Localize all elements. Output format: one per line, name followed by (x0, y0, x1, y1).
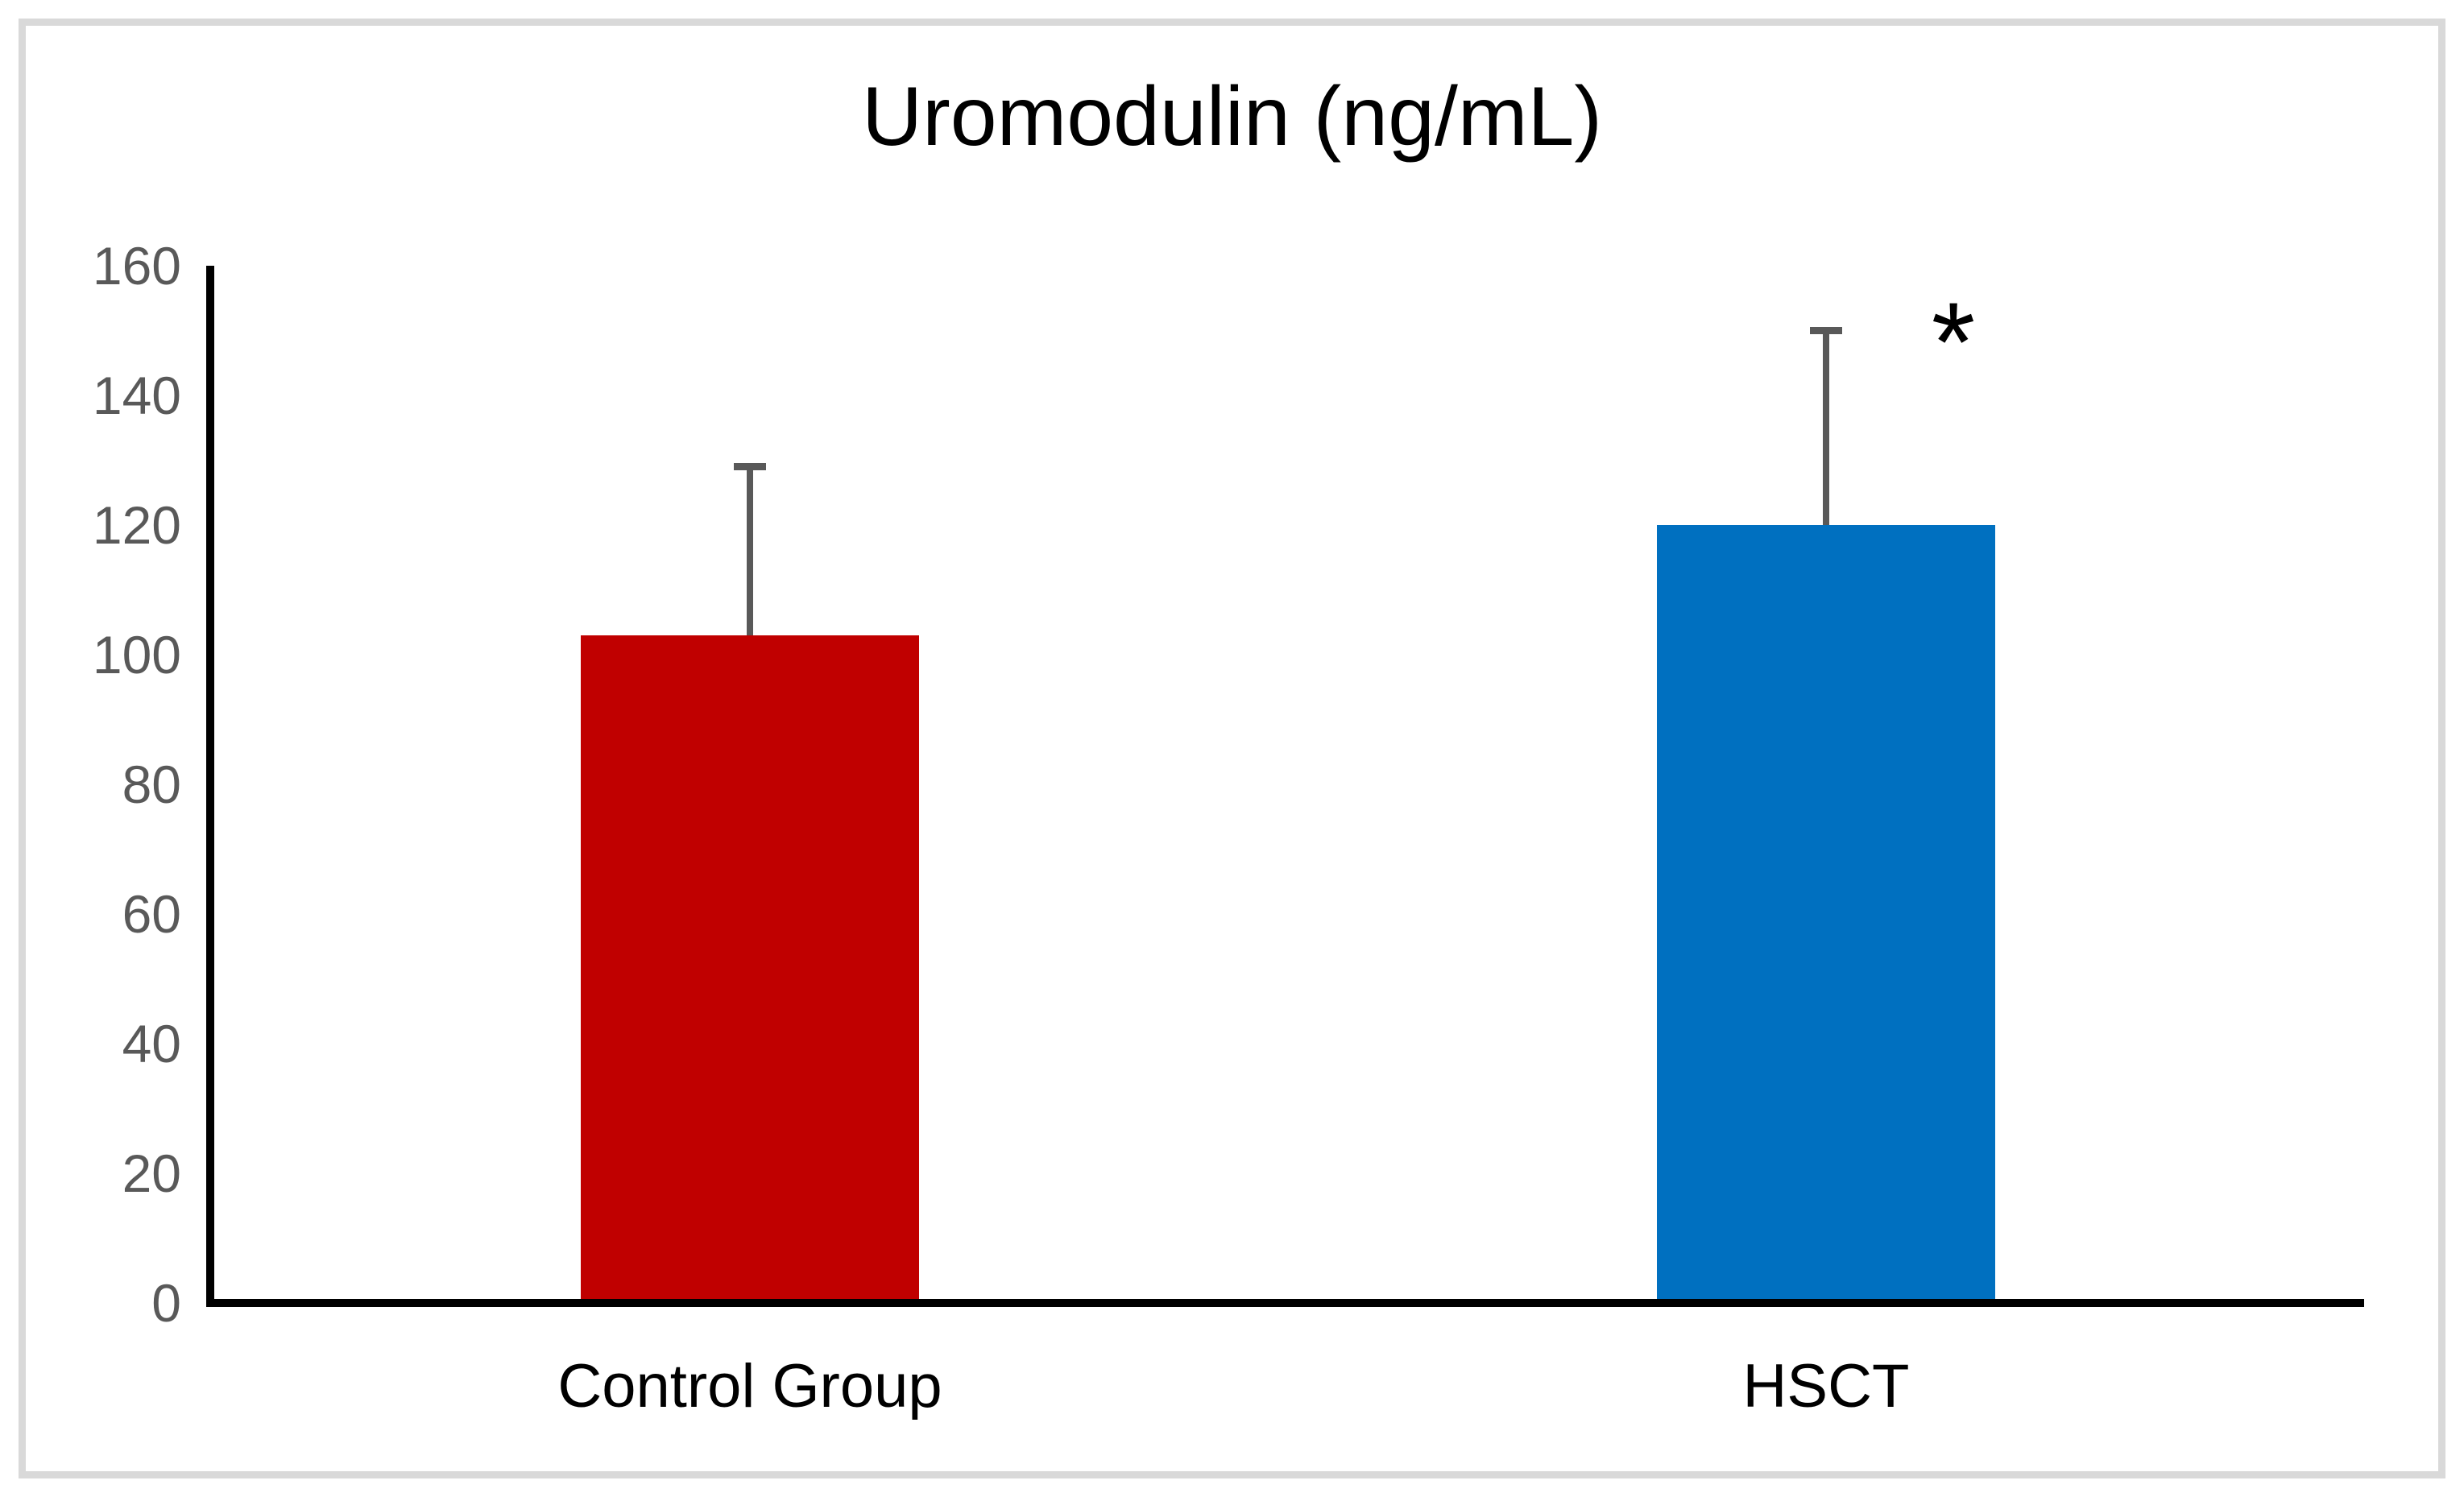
y-tick-label: 20 (122, 1143, 181, 1203)
y-tick-label: 80 (122, 755, 181, 814)
error-bar-cap (734, 463, 766, 471)
x-axis-line (206, 1299, 2364, 1307)
y-tick-label: 140 (92, 366, 181, 425)
y-tick-label: 40 (122, 1014, 181, 1073)
significance-asterisk: * (1931, 278, 1976, 405)
error-bar-cap (1810, 327, 1842, 334)
y-tick-label: 100 (92, 625, 181, 684)
chart-title: Uromodulin (ng/mL) (862, 70, 1602, 163)
x-axis-category-label: Control Group (557, 1352, 942, 1420)
figure-border (19, 19, 2445, 1478)
y-tick-label: 0 (151, 1273, 181, 1333)
error-bar-line (747, 466, 753, 635)
x-axis-category-label: HSCT (1742, 1352, 1910, 1420)
bar-hsct (1657, 525, 1995, 1303)
y-axis-line (206, 266, 214, 1306)
y-tick-label: 160 (92, 236, 181, 296)
y-tick-label: 120 (92, 495, 181, 555)
bar-control-group (581, 635, 919, 1303)
y-tick-label: 60 (122, 884, 181, 944)
error-bar-line (1823, 330, 1829, 525)
